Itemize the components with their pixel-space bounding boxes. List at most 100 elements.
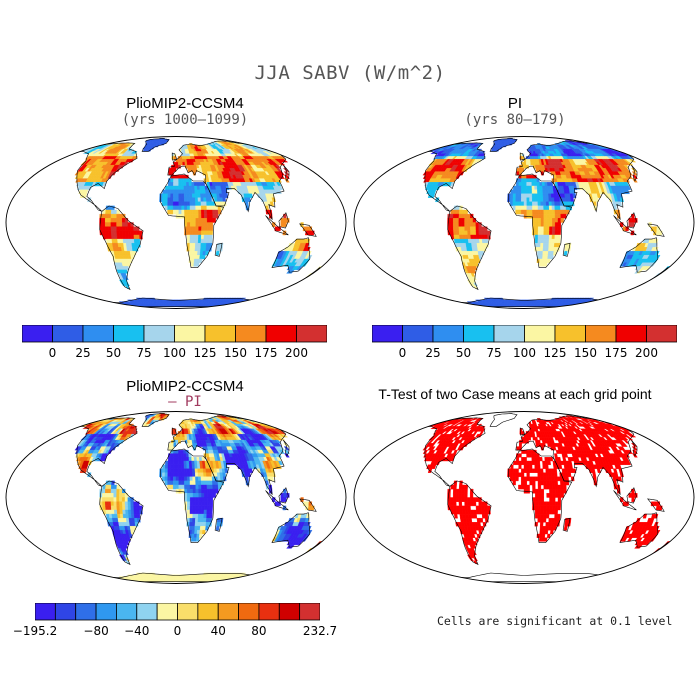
colorbar-ccsm4 (22, 325, 327, 343)
colorbar-difference (35, 603, 320, 621)
coastline-uk (519, 427, 526, 436)
coastline-africa (159, 448, 225, 543)
colorbar-swatch (463, 325, 495, 343)
colorbar-label: 200 (635, 346, 658, 360)
colorbar-label: 150 (224, 346, 247, 360)
colorbar-difference-labels: −195.2 −80 −40 0 40 80 232.7 (13, 624, 337, 640)
panel-ccsm4-title: PlioMIP2-CCSM4 (126, 95, 244, 112)
colorbar-label: −195.2 (12, 624, 58, 638)
colorbar-pi (372, 325, 677, 343)
coastline-uk (171, 152, 178, 161)
coastline-indonesia (613, 490, 637, 511)
colorbar-swatch (197, 603, 219, 621)
coastline-australia (271, 512, 311, 548)
colorbar-label: 50 (455, 346, 472, 360)
colorbar-label: −40 (124, 624, 150, 638)
colorbar-swatch (265, 325, 297, 343)
map-difference (5, 411, 347, 584)
panel-pi-title: PI (507, 95, 523, 112)
coastline-uk (519, 152, 526, 161)
colorbar-label: 80 (251, 624, 267, 638)
coastlines (73, 413, 321, 582)
coastline-madagascar (562, 517, 571, 532)
coastline-eurasia (167, 415, 287, 495)
coastlines (73, 138, 321, 307)
colorbar-label: 40 (210, 624, 226, 638)
coastline-borneo (626, 487, 637, 504)
colorbar-label: 175 (254, 346, 278, 360)
colorbar-swatch (113, 325, 145, 343)
colorbar-swatch (615, 325, 647, 343)
land-field (74, 413, 323, 582)
colorbar-label: 232.7 (302, 624, 338, 638)
coastline-madagascar (562, 242, 571, 257)
colorbar-swatch (238, 603, 260, 621)
panel-ccsm4-subtitle: (yrs 1000–1099) (121, 112, 249, 128)
coastline-greenland (489, 413, 518, 427)
map-border (353, 136, 695, 309)
coastline-southAmerica (99, 205, 144, 291)
colorbar-swatch (278, 603, 301, 621)
colorbar-swatch (35, 603, 56, 621)
coastline-africa (507, 448, 573, 543)
colorbar-label: 200 (285, 346, 308, 360)
colorbar-label: 100 (163, 346, 186, 360)
colorbar-swatch (493, 325, 525, 343)
colorbar-swatch (143, 325, 175, 343)
coastline-australia (271, 237, 311, 273)
map-border (353, 411, 695, 584)
panel-pi-subtitle: (yrs 80–179) (464, 112, 566, 128)
colorbar-label: 75 (136, 346, 152, 360)
colorbar-swatch (174, 325, 206, 343)
coastline-japan (630, 439, 638, 457)
colorbar-swatch (52, 325, 84, 343)
colorbar-label: 50 (105, 346, 122, 360)
colorbar-swatch (217, 603, 239, 621)
coastline-greenland (141, 413, 170, 427)
map-pi (353, 136, 695, 309)
colorbar-swatch (156, 603, 178, 621)
coastline-newGuinea (298, 223, 317, 237)
coastline-northAmerica (73, 142, 138, 212)
coastline-madagascar (214, 517, 223, 532)
colorbar-label: 150 (574, 346, 597, 360)
coastline-indonesia (613, 215, 637, 236)
coastline-australia (619, 237, 659, 273)
colorbar-pi-labels: 0 25 50 75 100 125 150 175 200 (372, 346, 677, 362)
coastline-northAmerica (421, 417, 486, 487)
colorbar-swatch (372, 325, 403, 343)
map-border (5, 411, 347, 584)
coastline-eurasia (515, 415, 635, 495)
coastlines (421, 138, 669, 307)
colorbar-swatch (432, 325, 464, 343)
coastline-eurasia (515, 140, 635, 220)
coastline-japan (630, 164, 638, 182)
colorbar-label: 125 (543, 346, 567, 360)
panel-diff-subtitle: – PI (168, 394, 202, 410)
coastline-greenland (141, 138, 170, 152)
colorbar-swatch (204, 325, 236, 343)
colorbar-label: 125 (193, 346, 217, 360)
colorbar-label: 175 (604, 346, 628, 360)
map-border (5, 136, 347, 309)
coastline-africa (159, 173, 225, 268)
colorbar-swatch (646, 325, 677, 343)
coastline-uk (171, 427, 178, 436)
coastline-southAmerica (447, 205, 492, 291)
colorbar-ccsm4-labels: 0 25 50 75 100 125 150 175 200 (22, 346, 327, 362)
colorbar-swatch (524, 325, 556, 343)
colorbar-label: 100 (513, 346, 536, 360)
colorbar-swatch (136, 603, 158, 621)
colorbar-swatch (177, 603, 199, 621)
colorbar-swatch (258, 603, 280, 621)
coastline-antarctica (436, 297, 612, 307)
coastline-madagascar (214, 242, 223, 257)
colorbar-label: 25 (425, 346, 441, 360)
coastline-antarctica (88, 572, 264, 582)
coastline-newGuinea (646, 498, 665, 512)
coastline-northAmerica (421, 142, 486, 212)
coastline-southAmerica (447, 480, 492, 566)
colorbar-swatch (585, 325, 617, 343)
coastline-greenland (489, 138, 518, 152)
colorbar-swatch (22, 325, 53, 343)
